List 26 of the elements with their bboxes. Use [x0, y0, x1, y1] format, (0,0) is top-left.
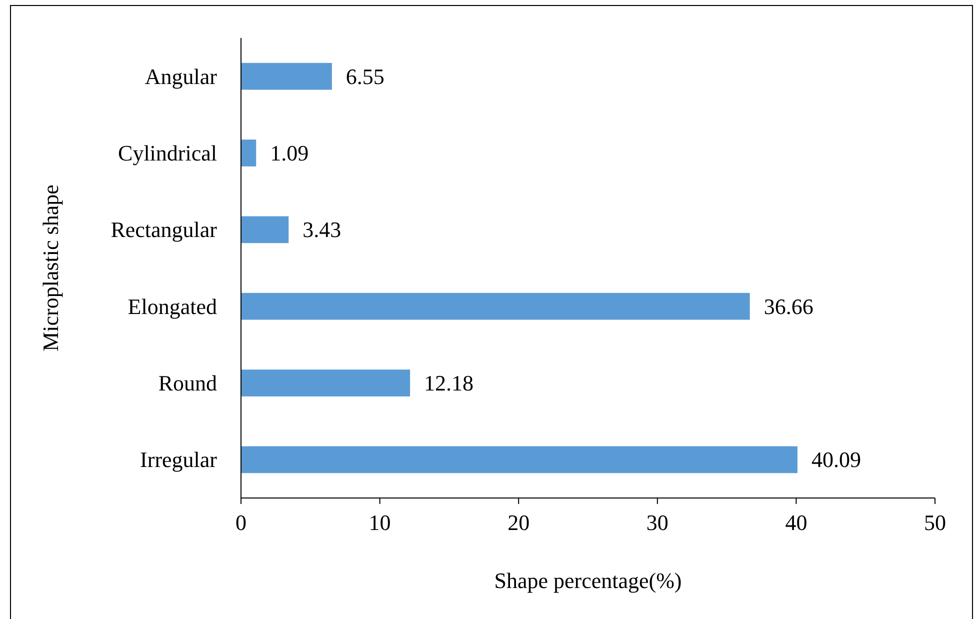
- bar: [241, 216, 289, 244]
- x-axis-title: Shape percentage(%): [494, 568, 682, 593]
- x-tick-label: 0: [236, 510, 246, 535]
- bar: [241, 140, 256, 166]
- data-label: 3.43: [302, 217, 342, 242]
- bar: [241, 446, 798, 474]
- y-tick-label: Round: [158, 370, 217, 396]
- bar: [241, 292, 750, 320]
- x-tick-label: 30: [646, 510, 668, 535]
- x-tick-label: 10: [368, 510, 391, 535]
- y-tick-label: Rectangular: [110, 217, 218, 242]
- y-tick-label: Elongated: [128, 294, 217, 319]
- bar: [241, 62, 332, 90]
- data-label: 40.09: [811, 447, 861, 472]
- x-tick-label: 40: [785, 510, 808, 535]
- y-axis-title: Microplastic shape: [38, 184, 63, 352]
- y-tick-label: Angular: [144, 64, 218, 89]
- data-label: 12.18: [424, 370, 474, 396]
- data-label: 1.09: [270, 140, 309, 166]
- data-label: 6.55: [346, 64, 384, 89]
- y-tick-label: Irregular: [140, 447, 218, 472]
- bar: [241, 370, 410, 396]
- x-tick-label: 20: [508, 510, 530, 535]
- y-tick-label: Cylindrical: [118, 140, 217, 166]
- x-tick-label: 50: [924, 510, 946, 535]
- data-label: 36.66: [764, 294, 814, 319]
